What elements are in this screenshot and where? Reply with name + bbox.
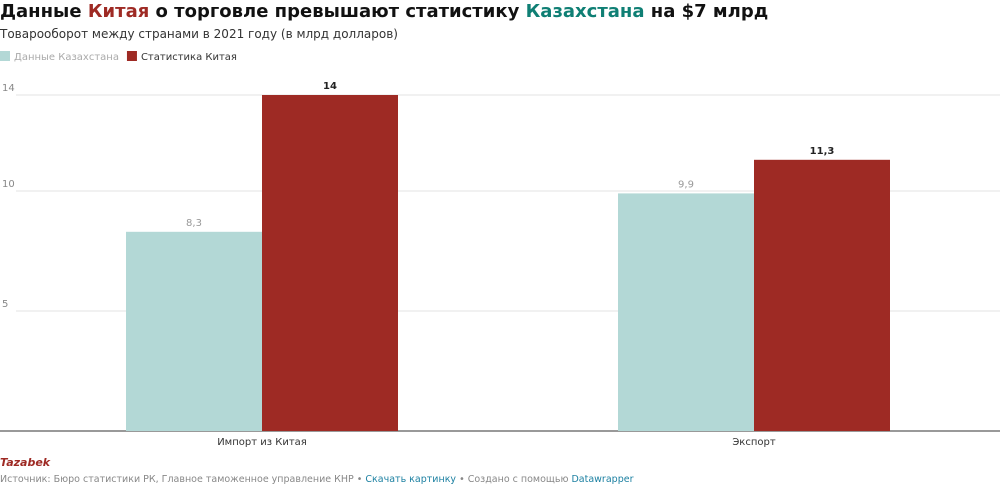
footer: Источник: Бюро статистики РК, Главное та… [0,474,634,485]
plot: 5 10 14 Импорт из Китая 8,3 14 Экспорт 9,9 11,3 [0,81,1000,448]
bar [126,231,262,431]
legend: Данные Казахстана Статистика Китая [0,51,237,63]
bar [754,159,890,432]
source: Источник: Бюро статистики РК, Главное та… [0,474,354,485]
separator: • [456,474,468,485]
title-part: Данные [0,1,88,22]
tool-link[interactable]: Datawrapper [571,474,633,485]
title-part: Китая [88,1,149,22]
y-tick-label: 14 [2,83,15,94]
brand: Tazabek [0,456,51,469]
chart-subtitle: Товарооборот между странами в 2021 году … [0,27,398,41]
title-part: о торговле превышают статистику [149,1,525,22]
separator: • [354,474,366,485]
legend-swatch [126,51,137,61]
y-tick-label: 5 [2,299,8,310]
chart-title: Данные Китая о торговле превышают статис… [0,1,768,22]
value-label: 14 [323,81,337,92]
value-label: 11,3 [810,146,835,157]
legend-label: Данные Казахстана [14,52,119,63]
download-link[interactable]: Скачать картинку [365,474,456,485]
title-part: на $7 млрд [645,1,769,22]
legend-swatch [0,51,10,61]
x-tick-label: Экспорт [732,437,776,448]
bar [262,95,398,431]
title-part: Казахстана [526,1,645,22]
y-tick-label: 10 [2,179,15,190]
value-label: 9,9 [678,179,694,190]
value-label: 8,3 [186,218,202,229]
legend-label: Статистика Китая [141,52,237,63]
x-tick-label: Импорт из Китая [217,437,307,448]
bar [618,193,754,431]
made-with: Создано с помощью [468,474,569,485]
